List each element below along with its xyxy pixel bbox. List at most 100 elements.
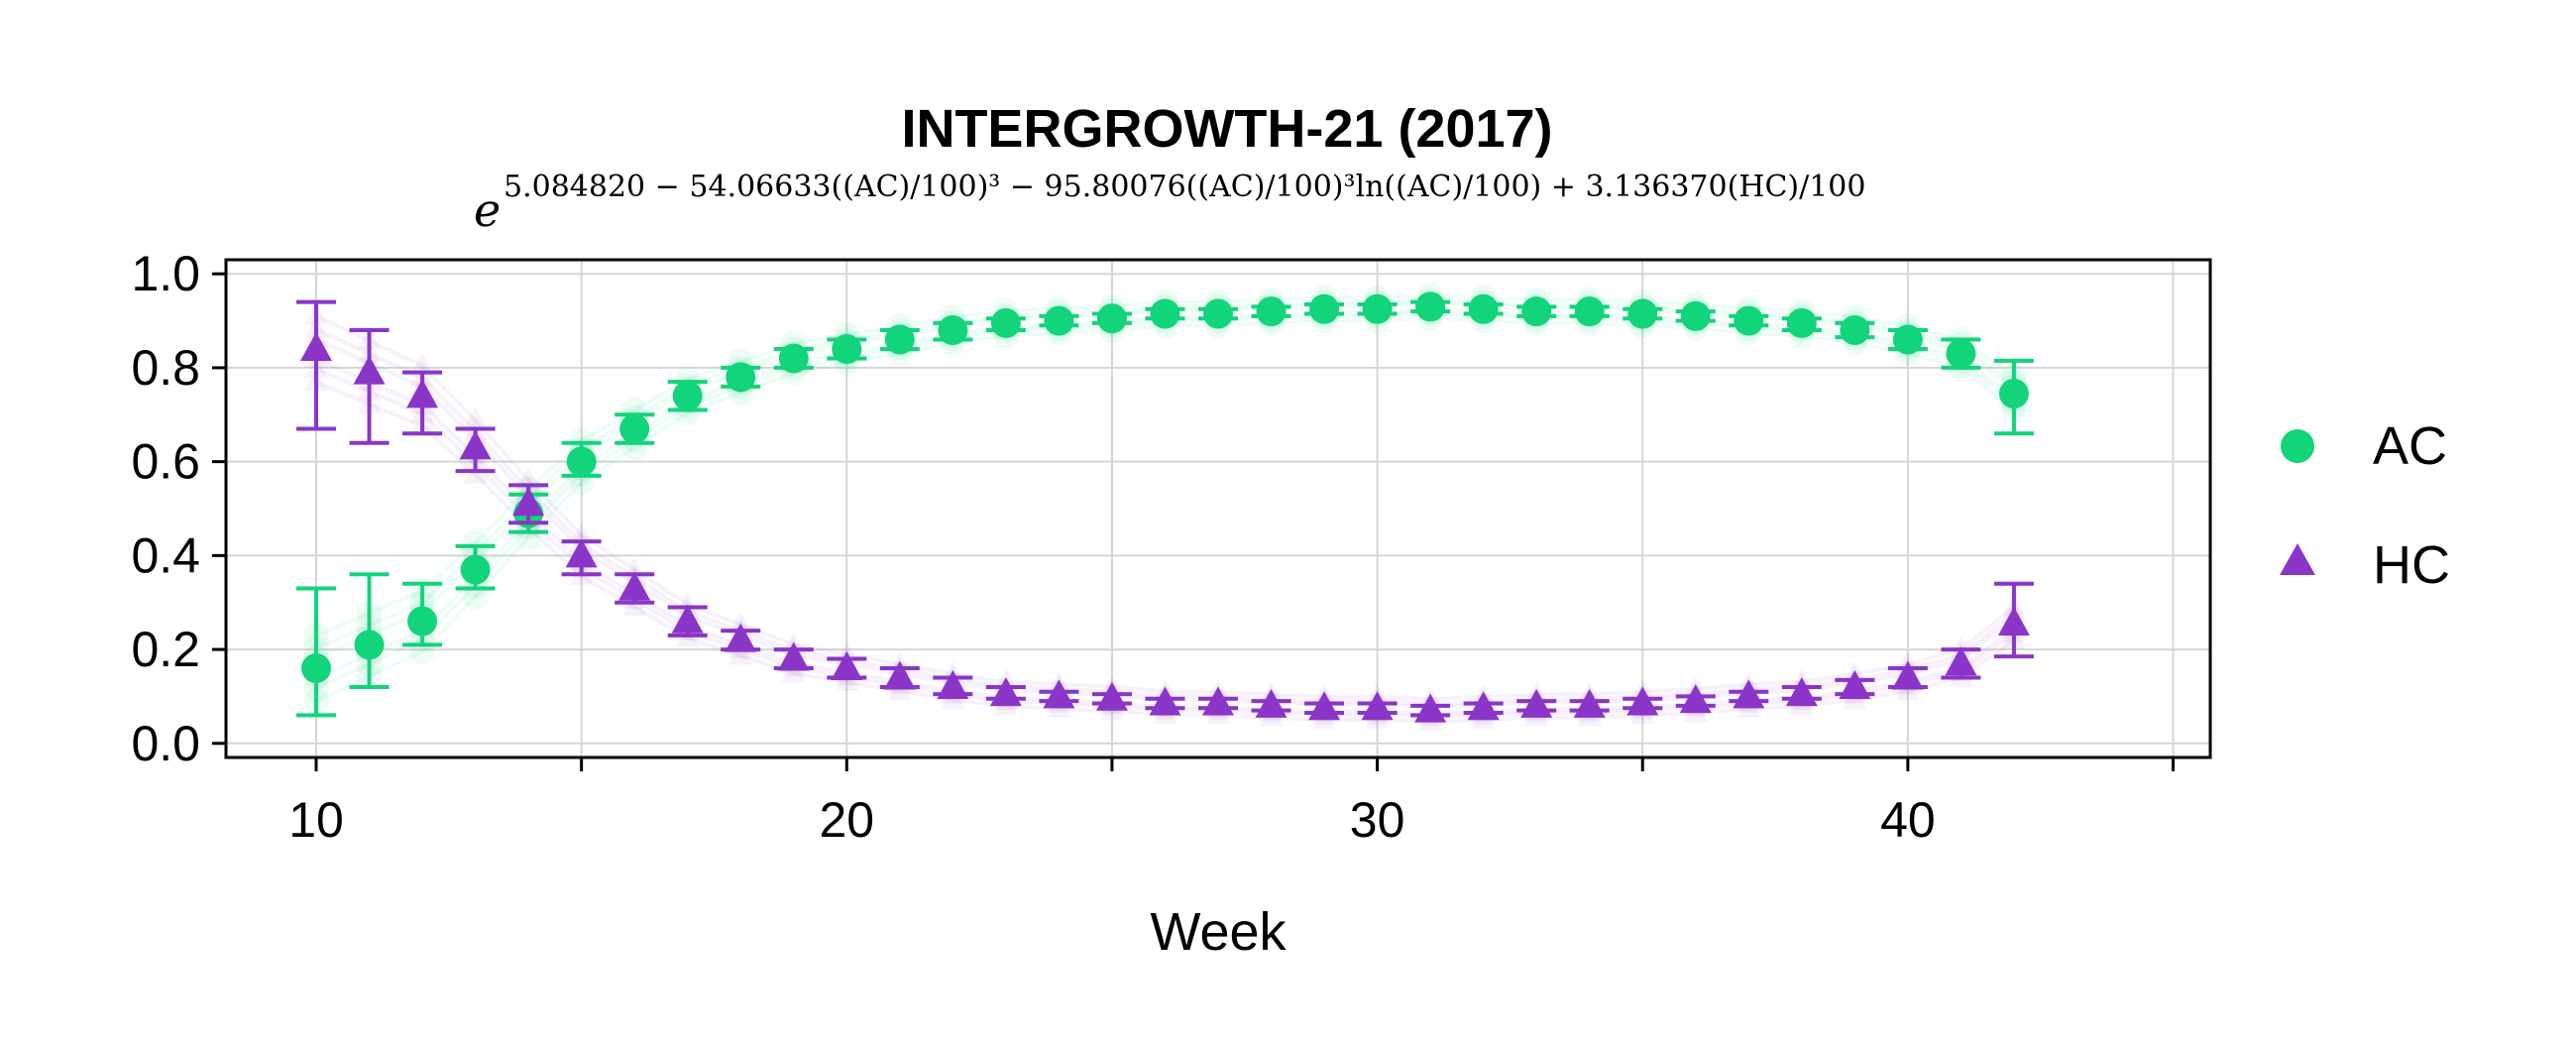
point-ac — [566, 446, 597, 477]
legend: AC HC — [2280, 416, 2450, 595]
point-ac — [1096, 303, 1127, 334]
y-tick-label: 1.0 — [131, 246, 200, 301]
point-ac — [726, 362, 756, 393]
point-ac — [1256, 296, 1287, 327]
point-hc — [353, 355, 386, 385]
point-ac — [1309, 293, 1340, 324]
point-ac — [1468, 293, 1499, 324]
point-ac — [407, 606, 438, 637]
grid — [226, 260, 2210, 757]
point-ac — [1998, 378, 2029, 408]
point-hc — [1149, 686, 1181, 716]
point-hc — [565, 538, 598, 568]
chart-subtitle-exponent: 5.084820 − 54.06633((AC)/100)³ − 95.8007… — [504, 170, 1865, 204]
point-ac — [938, 315, 968, 346]
point-ac — [884, 324, 915, 355]
point-hc — [831, 651, 863, 681]
series-layer — [296, 291, 2034, 723]
point-ac — [1892, 324, 1923, 355]
point-hc — [618, 571, 651, 601]
x-tick-label: 40 — [1880, 792, 1936, 848]
point-ac — [1415, 291, 1446, 322]
point-hc — [1414, 693, 1447, 723]
point-hc — [300, 331, 332, 361]
point-ac — [1044, 305, 1074, 336]
point-hc — [1255, 688, 1288, 718]
point-hc — [1467, 691, 1500, 721]
legend-ac-label: AC — [2373, 416, 2447, 476]
background-point-hc — [781, 660, 806, 683]
background-point-hc — [835, 669, 859, 692]
point-hc — [1043, 679, 1075, 709]
point-ac — [354, 630, 385, 660]
point-hc — [1891, 660, 1924, 690]
point-hc — [512, 487, 545, 517]
point-ac — [1574, 296, 1605, 327]
legend-hc-label: HC — [2373, 535, 2450, 595]
point-hc — [989, 677, 1022, 707]
point-hc — [1679, 684, 1712, 714]
point-hc — [1733, 679, 1765, 709]
point-ac — [301, 653, 331, 684]
point-hc — [1839, 669, 1871, 699]
point-ac — [1946, 338, 1976, 369]
point-hc — [937, 669, 969, 699]
point-hc — [1202, 686, 1234, 716]
point-hc — [1785, 677, 1818, 707]
point-hc — [725, 623, 757, 652]
point-ac — [1734, 305, 1764, 336]
point-ac — [778, 343, 809, 374]
point-ac — [1786, 307, 1817, 338]
point-ac — [1203, 298, 1233, 329]
x-tick-label: 30 — [1350, 792, 1405, 848]
background-point-hc — [410, 352, 435, 375]
chart-title: INTERGROWTH-21 (2017) — [901, 99, 1552, 159]
background-point-hc — [622, 594, 647, 617]
point-ac — [1150, 298, 1180, 329]
x-tick-label: 10 — [288, 792, 344, 848]
y-tick-label: 0.2 — [131, 622, 200, 677]
background-point-ac — [462, 529, 489, 556]
point-ac — [672, 381, 703, 411]
point-ac — [619, 413, 650, 444]
point-ac — [1362, 293, 1393, 324]
point-ac — [990, 307, 1021, 338]
background-point-hc — [728, 642, 753, 665]
point-hc — [1095, 681, 1128, 711]
plot-frame — [224, 258, 2212, 759]
y-tick-label: 0.4 — [131, 527, 200, 583]
point-hc — [1945, 646, 1977, 676]
y-tick-label: 0.0 — [131, 716, 200, 771]
legend-ac-marker — [2281, 429, 2314, 463]
y-tick-label: 0.8 — [131, 340, 200, 396]
x-axis-label: Week — [1150, 902, 1287, 962]
point-hc — [777, 641, 810, 671]
y-tick-label: 0.6 — [131, 434, 200, 490]
background-point-hc — [463, 407, 488, 430]
point-ac — [832, 333, 862, 364]
point-hc — [1361, 691, 1394, 721]
point-hc — [883, 660, 916, 690]
point-ac — [1521, 296, 1552, 327]
point-hc — [1626, 686, 1659, 716]
point-hc — [406, 379, 439, 408]
legend-hc-marker — [2280, 543, 2315, 575]
point-hc — [459, 430, 492, 460]
point-ac — [1627, 298, 1658, 329]
point-ac — [460, 554, 491, 585]
point-hc — [1573, 688, 1606, 718]
background-point-hc — [728, 611, 753, 634]
point-hc — [1308, 691, 1341, 721]
point-ac — [1680, 300, 1711, 331]
point-hc — [671, 604, 704, 634]
point-ac — [1840, 315, 1870, 346]
point-hc — [1997, 607, 2030, 637]
x-axis: 10 20 30 40 — [288, 757, 2176, 848]
chart-subtitle-base: e — [474, 183, 501, 237]
background-point-hc — [569, 522, 594, 544]
y-axis: 0.0 0.2 0.4 0.6 0.8 1.0 — [131, 246, 226, 771]
point-hc — [1520, 688, 1553, 718]
x-tick-label: 20 — [819, 792, 874, 848]
